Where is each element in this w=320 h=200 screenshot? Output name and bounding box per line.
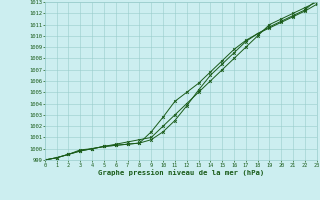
X-axis label: Graphe pression niveau de la mer (hPa): Graphe pression niveau de la mer (hPa) <box>98 169 264 176</box>
